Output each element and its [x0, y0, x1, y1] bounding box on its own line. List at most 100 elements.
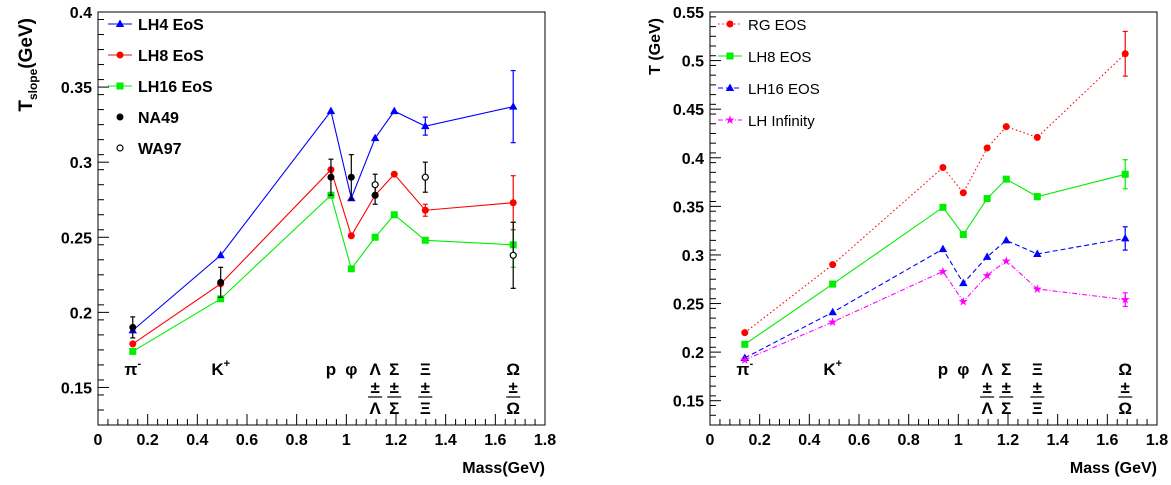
legend-marker — [116, 51, 124, 59]
data-point — [983, 144, 991, 152]
particle-label: π- — [124, 358, 141, 379]
antiparticle-symbol: Ξ — [420, 399, 431, 418]
legend-marker — [115, 19, 125, 27]
data-point: ★ — [827, 315, 838, 329]
particle-label: Λ — [369, 360, 381, 379]
particle-label: φ — [957, 360, 969, 379]
y-tick-label: 0.5 — [682, 54, 704, 71]
particle-label: Σ — [1001, 360, 1011, 379]
legend-entry: LH8 EOS — [718, 49, 811, 66]
series-line — [132, 168, 514, 345]
y-axis-title: T (GeV) — [647, 18, 664, 75]
antiparticle-symbol: Ω — [1118, 399, 1132, 418]
data-point — [129, 340, 137, 348]
particle-charge: - — [137, 358, 141, 370]
data-point — [1002, 175, 1010, 183]
data-point: ★ — [1001, 254, 1012, 268]
x-tick-label: 1.6 — [484, 432, 506, 449]
x-tick-label: 0.4 — [186, 432, 208, 449]
data-point — [959, 278, 968, 287]
y-tick-label: 0.3 — [682, 248, 704, 265]
data-point — [828, 307, 837, 316]
x-tick-label: 1.8 — [1146, 432, 1168, 449]
legend-label: LH8 EoS — [138, 48, 204, 65]
particle-symbol: φ — [345, 360, 357, 379]
particle-symbol: Ξ — [420, 360, 431, 379]
data-point — [1033, 133, 1041, 141]
y-tick-label: 0.55 — [673, 5, 704, 22]
particle-label: Σ — [389, 360, 399, 379]
particle-symbol: Σ — [389, 360, 399, 379]
series-2 — [741, 159, 1129, 348]
legend-entry: NA49 — [116, 110, 179, 127]
legend-entry: RG EOS — [718, 17, 806, 34]
data-point — [326, 106, 336, 115]
x-tick-label: 1.6 — [1096, 432, 1118, 449]
legend-label: LH16 EoS — [138, 79, 213, 96]
data-point — [959, 189, 967, 197]
particle-symbol: Ω — [506, 360, 520, 379]
antiparticle-symbol: Ξ — [1032, 399, 1043, 418]
series-2 — [129, 166, 517, 348]
legend-entry: ★ LH Infinity — [718, 113, 815, 130]
plot-frame — [97, 11, 546, 426]
data-point — [371, 233, 379, 241]
data-point — [509, 251, 517, 259]
legend-label: NA49 — [138, 110, 179, 127]
data-point — [983, 195, 991, 203]
data-point — [421, 206, 429, 214]
particle-label: π- — [736, 358, 753, 379]
particle-symbol: π — [124, 360, 137, 379]
particle-charge: + — [224, 358, 230, 370]
y-axis-title: Tslope(GeV) — [16, 18, 40, 112]
series-4 — [129, 154, 379, 339]
data-point — [829, 261, 837, 269]
data-point — [421, 121, 430, 130]
data-point — [421, 173, 429, 181]
x-tick-label: 1 — [954, 432, 963, 449]
data-point — [741, 340, 749, 348]
data-point — [129, 347, 137, 355]
legend-marker — [726, 20, 734, 28]
data-point: ★ — [1120, 293, 1131, 307]
particle-symbol: Ξ — [1032, 360, 1043, 379]
data-point — [939, 163, 947, 171]
data-point — [370, 133, 380, 142]
data-point — [390, 106, 399, 115]
particle-label: φ — [345, 360, 357, 379]
data-point — [982, 252, 992, 260]
legend-entry: WA97 — [116, 141, 182, 158]
series-line — [744, 237, 1126, 359]
data-point — [1121, 170, 1129, 178]
particle-plus-minus: ± — [390, 378, 399, 397]
legend-entry: LH16 EOS — [718, 81, 820, 98]
particle-label: p — [326, 360, 336, 379]
x-tick-label: 0.2 — [137, 432, 159, 449]
data-point — [217, 278, 225, 286]
legend-entry: LH16 EoS — [108, 79, 213, 96]
particle-plus-minus: ± — [1002, 378, 1011, 397]
data-point — [421, 236, 429, 244]
y-tick-label: 0.35 — [61, 80, 92, 97]
data-point: ★ — [1032, 282, 1043, 296]
legend-entry: LH4 EoS — [108, 17, 204, 34]
legend-label: RG EOS — [748, 17, 806, 34]
chart-panel-2: 0 0.2 0.4 0.6 0.8 1 1.2 1.4 1.6 1.8 0.15 0.2 0.25 0.3… — [647, 5, 1168, 477]
data-point — [1033, 249, 1042, 257]
y-axis-title-subscript: slope — [26, 68, 40, 100]
particle-label: Λ — [981, 360, 993, 379]
x-tick-label: 0.6 — [848, 432, 870, 449]
plot-frame — [709, 11, 1158, 426]
y-tick-label: 0.25 — [673, 297, 704, 314]
y-tick-label: 0.35 — [673, 199, 704, 216]
particle-symbol: p — [326, 360, 336, 379]
particle-symbol: Λ — [981, 360, 993, 379]
data-point — [390, 211, 398, 219]
data-point — [959, 231, 967, 239]
data-point — [938, 244, 948, 253]
legend-label: LH Infinity — [748, 113, 815, 130]
data-point: ★ — [958, 295, 969, 309]
data-point — [1002, 235, 1011, 244]
particle-symbol: K — [823, 360, 836, 379]
legend-marker — [116, 113, 124, 121]
